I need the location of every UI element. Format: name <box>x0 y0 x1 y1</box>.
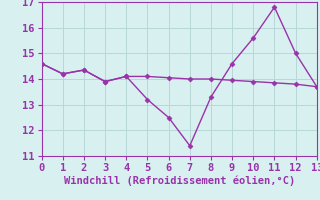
X-axis label: Windchill (Refroidissement éolien,°C): Windchill (Refroidissement éolien,°C) <box>64 176 295 186</box>
